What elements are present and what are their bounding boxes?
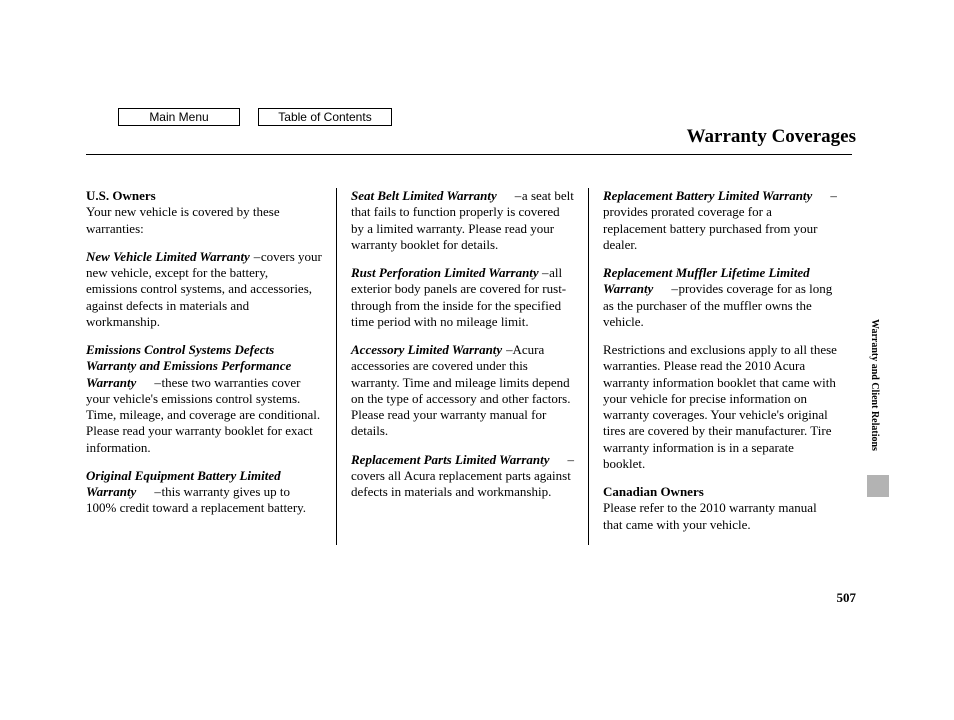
canadian-owners-block: Canadian Owners Please refer to the 2010… bbox=[603, 484, 838, 533]
section-tab-label: Warranty and Client Relations bbox=[867, 285, 880, 485]
title-divider bbox=[86, 154, 852, 155]
us-owners-block: U.S. Owners Your new vehicle is covered … bbox=[86, 188, 322, 237]
rust-heading: Rust Perforation Limited Warranty bbox=[351, 265, 539, 280]
replacement-parts-text: covers all Acura replacement parts again… bbox=[351, 468, 571, 499]
replacement-battery-warranty-block: Replacement Battery Limited Warranty– pr… bbox=[603, 188, 838, 253]
accessory-warranty-block: Accessory Limited Warranty– Acura access… bbox=[351, 342, 574, 440]
replacement-parts-warranty-block: Replacement Parts Limited Warranty– cove… bbox=[351, 452, 574, 501]
column-1: U.S. Owners Your new vehicle is covered … bbox=[86, 188, 336, 545]
battery-warranty-block: Original Equipment Battery Limited Warra… bbox=[86, 468, 322, 517]
table-of-contents-button[interactable]: Table of Contents bbox=[258, 108, 392, 126]
us-owners-heading: U.S. Owners bbox=[86, 188, 156, 203]
seatbelt-warranty-block: Seat Belt Limited Warranty– a seat belt … bbox=[351, 188, 574, 253]
page-number: 507 bbox=[837, 590, 857, 606]
emissions-warranty-block: Emissions Control Systems Defects Warran… bbox=[86, 342, 322, 456]
replacement-battery-text: provides prorated coverage for a replace… bbox=[603, 204, 817, 252]
column-3: Replacement Battery Limited Warranty– pr… bbox=[588, 188, 852, 545]
content-columns: U.S. Owners Your new vehicle is covered … bbox=[86, 188, 852, 545]
replacement-parts-heading: Replacement Parts Limited Warranty bbox=[351, 452, 550, 467]
accessory-heading: Accessory Limited Warranty bbox=[351, 342, 502, 357]
nav-button-group: Main Menu Table of Contents bbox=[118, 108, 392, 126]
canadian-owners-text: Please refer to the 2010 warranty manual… bbox=[603, 500, 817, 531]
us-owners-text: Your new vehicle is covered by these war… bbox=[86, 204, 280, 235]
main-menu-button[interactable]: Main Menu bbox=[118, 108, 240, 126]
new-vehicle-warranty-block: New Vehicle Limited Warranty– covers you… bbox=[86, 249, 322, 330]
column-2: Seat Belt Limited Warranty– a seat belt … bbox=[336, 188, 588, 545]
replacement-muffler-warranty-block: Replacement Muffler Lifetime Limited War… bbox=[603, 265, 838, 330]
section-tab-indicator bbox=[867, 475, 889, 497]
page-title: Warranty Coverages bbox=[687, 126, 856, 148]
restrictions-text: Restrictions and exclusions apply to all… bbox=[603, 342, 838, 472]
new-vehicle-heading: New Vehicle Limited Warranty bbox=[86, 249, 250, 264]
rust-warranty-block: Rust Perforation Limited Warranty – all … bbox=[351, 265, 574, 330]
replacement-battery-heading: Replacement Battery Limited Warranty bbox=[603, 188, 812, 203]
seatbelt-heading: Seat Belt Limited Warranty bbox=[351, 188, 497, 203]
canadian-owners-heading: Canadian Owners bbox=[603, 484, 704, 499]
